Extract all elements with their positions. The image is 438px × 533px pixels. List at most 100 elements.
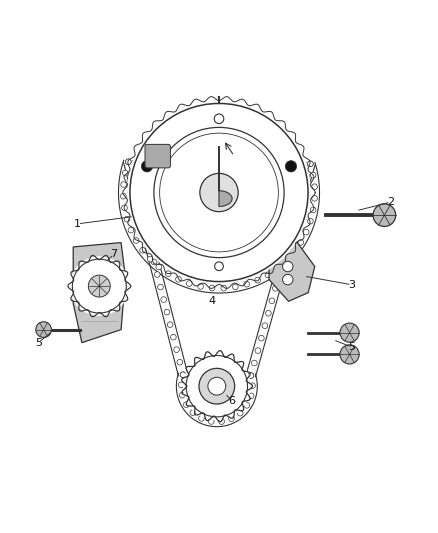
Circle shape — [36, 322, 51, 337]
Circle shape — [125, 159, 131, 165]
Circle shape — [151, 259, 157, 265]
Circle shape — [312, 184, 318, 190]
Circle shape — [177, 359, 183, 365]
Circle shape — [124, 216, 130, 222]
Circle shape — [262, 323, 268, 328]
Circle shape — [121, 182, 127, 188]
Circle shape — [283, 258, 289, 263]
Circle shape — [123, 170, 128, 176]
Circle shape — [250, 383, 255, 389]
Circle shape — [221, 285, 226, 291]
Circle shape — [198, 284, 203, 289]
Circle shape — [135, 197, 141, 202]
Circle shape — [140, 247, 145, 253]
Circle shape — [272, 286, 278, 291]
Circle shape — [215, 262, 223, 271]
Circle shape — [155, 272, 160, 277]
Circle shape — [198, 416, 204, 421]
Text: 1: 1 — [74, 219, 81, 229]
Circle shape — [209, 285, 215, 291]
Circle shape — [167, 322, 173, 327]
Circle shape — [128, 227, 134, 233]
Circle shape — [170, 334, 176, 340]
Circle shape — [88, 275, 110, 297]
Circle shape — [265, 310, 271, 316]
Circle shape — [298, 239, 304, 245]
Polygon shape — [73, 243, 125, 343]
Circle shape — [208, 418, 214, 424]
Circle shape — [297, 198, 303, 204]
Circle shape — [127, 101, 311, 285]
Text: 2: 2 — [387, 197, 395, 207]
Text: 5: 5 — [35, 338, 42, 348]
Circle shape — [244, 281, 250, 287]
Circle shape — [158, 284, 163, 290]
Circle shape — [208, 377, 226, 395]
Circle shape — [233, 284, 238, 290]
Circle shape — [269, 298, 275, 304]
Circle shape — [229, 416, 234, 422]
Circle shape — [291, 249, 297, 255]
Circle shape — [145, 234, 150, 240]
Circle shape — [285, 160, 297, 172]
Circle shape — [178, 382, 184, 387]
Circle shape — [141, 160, 153, 172]
Circle shape — [156, 264, 162, 270]
Circle shape — [161, 297, 166, 302]
Text: 3: 3 — [348, 280, 355, 290]
Circle shape — [255, 277, 261, 283]
Text: 7: 7 — [110, 249, 117, 260]
Circle shape — [304, 229, 309, 235]
Circle shape — [133, 238, 139, 244]
Circle shape — [180, 372, 186, 377]
Circle shape — [176, 277, 181, 282]
Circle shape — [307, 161, 313, 167]
Text: 4: 4 — [209, 296, 216, 306]
Circle shape — [265, 272, 271, 278]
Circle shape — [290, 223, 296, 229]
Text: 5: 5 — [348, 342, 355, 352]
Circle shape — [70, 256, 129, 316]
Circle shape — [244, 402, 250, 408]
Circle shape — [293, 211, 299, 216]
Circle shape — [180, 392, 185, 398]
Circle shape — [132, 184, 138, 190]
Circle shape — [190, 410, 196, 415]
Circle shape — [276, 273, 282, 279]
Circle shape — [255, 348, 261, 353]
Polygon shape — [219, 147, 232, 206]
Circle shape — [237, 410, 243, 416]
Circle shape — [373, 204, 396, 227]
Circle shape — [141, 222, 147, 227]
Circle shape — [248, 373, 254, 378]
Circle shape — [248, 393, 254, 399]
Circle shape — [307, 219, 313, 224]
Circle shape — [283, 274, 293, 285]
Circle shape — [275, 265, 280, 271]
Circle shape — [283, 248, 289, 254]
Polygon shape — [269, 243, 315, 301]
Circle shape — [200, 173, 238, 212]
Circle shape — [164, 309, 170, 315]
Circle shape — [307, 161, 313, 167]
Circle shape — [219, 419, 224, 424]
Circle shape — [187, 281, 192, 286]
Circle shape — [166, 271, 171, 277]
Circle shape — [148, 247, 154, 252]
Circle shape — [174, 347, 180, 352]
Circle shape — [304, 173, 310, 179]
Circle shape — [180, 372, 186, 377]
Circle shape — [129, 172, 134, 177]
Circle shape — [300, 186, 306, 191]
Circle shape — [283, 261, 293, 272]
Circle shape — [120, 193, 126, 199]
Circle shape — [122, 205, 127, 211]
Circle shape — [199, 368, 235, 404]
Circle shape — [251, 360, 257, 366]
Circle shape — [279, 261, 285, 266]
Circle shape — [138, 209, 144, 215]
Circle shape — [183, 352, 251, 420]
Circle shape — [286, 236, 292, 241]
Text: 6: 6 — [229, 395, 236, 406]
Circle shape — [311, 172, 316, 178]
